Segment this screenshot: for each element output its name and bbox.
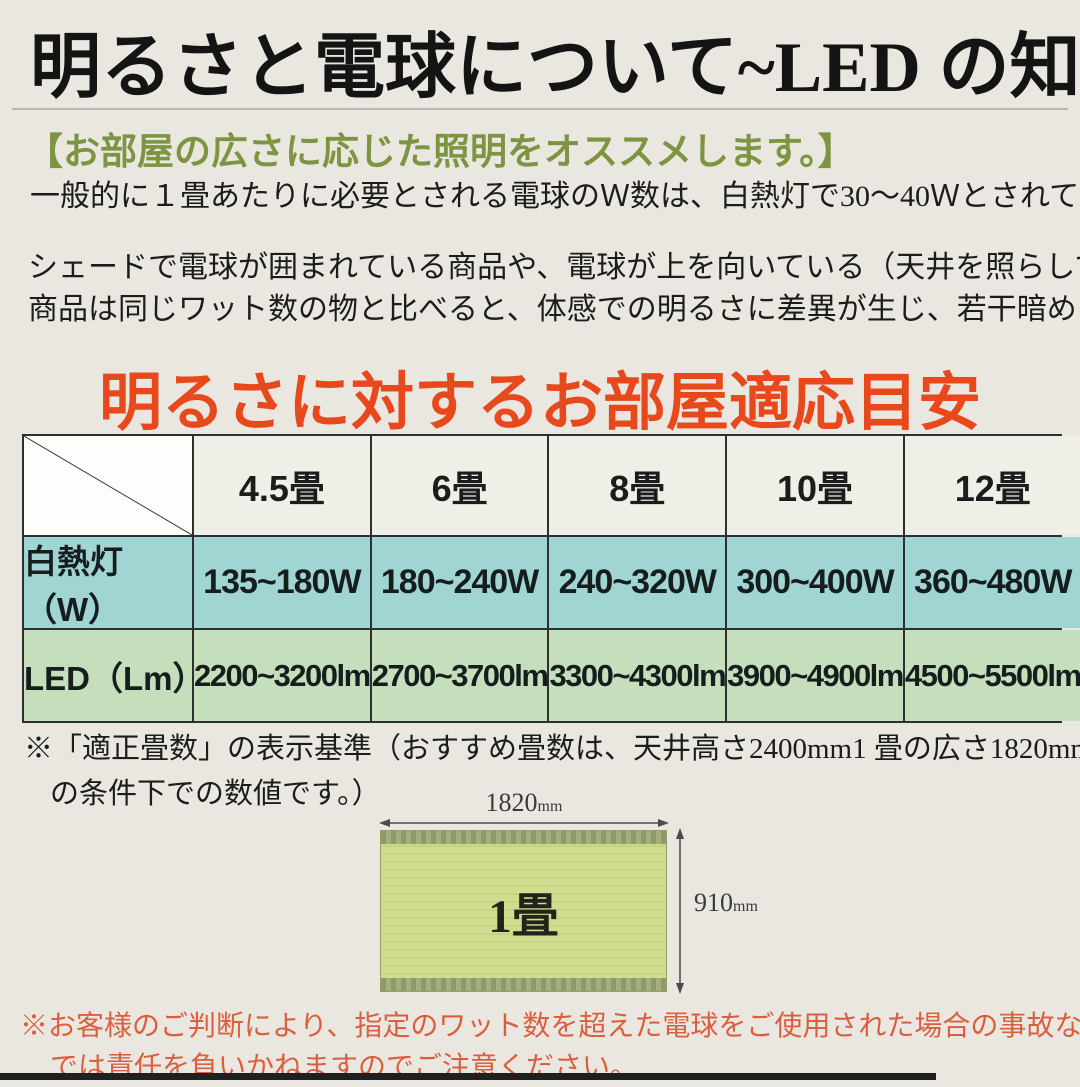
body-line: 商品は同じワット数の物と比べると、体感での明るさに差異が生じ、若干暗めになります… <box>28 293 1080 326</box>
table-corner-cell <box>24 436 192 535</box>
column-header: 10畳 <box>727 436 903 535</box>
warning-line: ※お客様のご判断により、指定のワット数を超えた電球をご使用された場合の事故などに… <box>20 1010 1080 1041</box>
recommendation-heading: 【お部屋の広さに応じた照明をオススメします。】 <box>26 131 855 172</box>
width-value: 1820 <box>485 788 538 817</box>
column-header: 8畳 <box>549 436 726 535</box>
section-heading: 明るさに対するお部屋適応目安 <box>99 368 981 438</box>
row-label-led: LED（Lm） <box>24 630 206 721</box>
brightness-room-table: 4.5畳 6畳 8畳 10畳 12畳 白熱灯（W） 135~180W 180~2… <box>22 434 1080 723</box>
column-header: 4.5畳 <box>194 436 370 535</box>
tatami-mat: 1畳 <box>380 830 667 992</box>
table-cell: 135~180W <box>194 537 370 628</box>
bottom-section-edge <box>0 1073 936 1080</box>
height-unit: mm <box>733 898 758 915</box>
column-header: 6畳 <box>371 436 548 535</box>
table-cell: 300~400W <box>727 537 903 628</box>
height-dimension-label: 910mm <box>694 888 758 918</box>
tatami-edge-top <box>381 831 666 844</box>
table-cell: 240~320W <box>549 537 726 628</box>
row-label-incandescent: 白熱灯（W） <box>24 537 192 628</box>
diagonal-line <box>24 436 192 535</box>
vertical-dimension-arrow <box>676 828 684 994</box>
width-unit: mm <box>537 798 563 815</box>
intro-text: 一般的に１畳あたりに必要とされる電球のＷ数は、白熱灯で30〜40Ｗとされています… <box>30 180 1080 213</box>
table-cell: 2200~3200lm <box>194 630 371 721</box>
tatami-diagram: 1820mm 1畳 910mm <box>0 788 1080 998</box>
tatami-standard-note: ※「適正畳数」の表示基準（おすすめ畳数は、天井高さ2400mm1 畳の広さ182… <box>24 727 1080 817</box>
warning-line: では責任を負いかねますのでご注意ください。 <box>50 1050 639 1082</box>
width-dimension-label: 1820mm <box>380 788 668 818</box>
table-cell: 3300~4300lm <box>549 630 727 721</box>
note-line: ※「適正畳数」の表示基準（おすすめ畳数は、天井高さ2400mm1 畳の広さ182… <box>24 733 1080 765</box>
note-line: の条件下での数値です。） <box>50 777 381 810</box>
tatami-mat-label: 1畳 <box>488 890 559 943</box>
column-header: 12畳 <box>904 436 1080 535</box>
liability-warning: ※お客様のご判断により、指定のワット数を超えた電球をご使用された場合の事故などに… <box>20 1006 1080 1087</box>
body-line: シェードで電球が囲まれている商品や、電球が上を向いている（天井を照らしている） <box>28 251 1080 284</box>
body-paragraph: シェードで電球が囲まれている商品や、電球が上を向いている（天井を照らしている） … <box>28 247 1080 331</box>
table-cell: 4500~5500lm <box>904 630 1080 721</box>
table-cell: 360~480W <box>904 537 1080 628</box>
title-divider <box>12 108 1068 110</box>
table-cell: 3900~4900lm <box>727 630 904 721</box>
table-cell: 2700~3700lm <box>371 630 549 721</box>
height-value: 910 <box>694 888 733 917</box>
page-title: 明るさと電球について~LED の知識 <box>30 29 1080 107</box>
tatami-edge-bottom <box>381 978 666 991</box>
table-cell: 180~240W <box>371 537 548 628</box>
horizontal-dimension-arrow <box>379 819 669 827</box>
